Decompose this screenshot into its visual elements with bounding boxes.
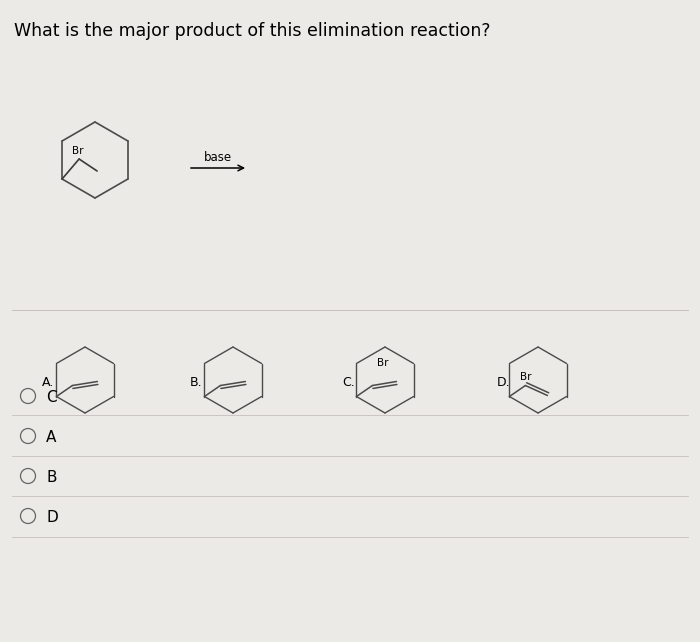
Text: Br: Br <box>519 372 531 381</box>
Text: C: C <box>46 390 57 404</box>
Text: B: B <box>46 469 57 485</box>
Text: C.: C. <box>342 376 355 388</box>
Text: B.: B. <box>190 376 202 388</box>
Text: Br: Br <box>72 146 84 156</box>
Text: D.: D. <box>497 376 510 388</box>
Text: What is the major product of this elimination reaction?: What is the major product of this elimin… <box>14 22 491 40</box>
Text: base: base <box>204 151 232 164</box>
Text: D: D <box>46 510 57 525</box>
Text: A.: A. <box>42 376 55 388</box>
Text: Br: Br <box>377 358 389 367</box>
Text: A: A <box>46 429 57 444</box>
